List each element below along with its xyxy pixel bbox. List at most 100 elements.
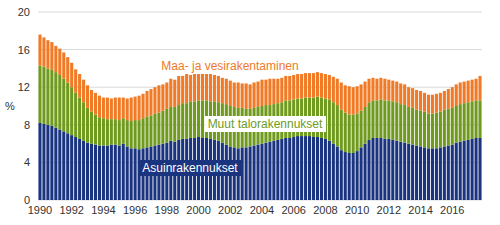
bar-segment [122,118,125,143]
bar-segment [177,76,180,105]
bar-segment [98,117,101,145]
bar-segment [447,109,450,146]
series-label-bg [139,160,241,176]
bar-segment [276,140,279,200]
bar-segment [149,115,152,146]
bar-segment [403,143,406,200]
bar-segment [467,102,470,140]
bar-segment [292,75,295,99]
bar-segment [58,49,61,75]
bar-segment [427,148,430,200]
bar-segment [387,80,390,101]
bar-segment [102,145,105,200]
bar-segment [435,113,438,149]
bar-segment [284,138,287,200]
bar-segment [320,138,323,200]
bar-segment [340,110,343,150]
bar-segment [340,150,343,200]
bar-segment [264,80,267,105]
bar-segment [130,98,133,122]
bar-segment [142,118,145,148]
bar-segment [304,136,307,200]
bar-segment [249,146,252,200]
bar-segment [189,101,192,138]
bar-segment [50,126,53,200]
bar-segment [360,111,363,148]
bar-segment [423,93,426,112]
bar-segment [229,81,232,106]
bar-segment [459,142,462,200]
bar-segment [352,87,355,114]
bar-segment [308,136,311,200]
bar-segment [118,120,121,145]
bar-segment [463,82,466,104]
bar-segment [177,105,180,140]
bar-segment [134,120,137,148]
bar-segment [411,145,414,200]
bar-segment [383,139,386,200]
bar-segment [157,85,160,112]
bar-segment [193,101,196,138]
bar-segment [439,93,442,112]
bar-segment [110,119,113,144]
bar-segment [110,98,113,119]
bar-segment [90,144,93,200]
bar-segment [197,73,200,100]
bar-segment [447,89,450,109]
bar-segment [62,131,65,200]
x-tick-label: 2012 [377,204,401,216]
bar-segment [332,144,335,200]
x-tick-label: 2000 [186,204,210,216]
bar-segment [157,113,160,145]
bar-segment [74,137,77,200]
bar-segment [364,82,367,107]
bar-segment [459,83,462,105]
bar-segment [415,145,418,200]
bar-segment [391,81,394,102]
x-tick-label: 2008 [313,204,337,216]
x-tick-label: 2016 [440,204,464,216]
bar-segment [138,120,141,149]
bar-segment [407,107,410,144]
bar-segment [391,101,394,140]
bar-segment [38,123,41,200]
bar-segment [145,116,148,147]
bar-segment [443,110,446,147]
bar-segment [280,78,283,102]
series-label-text: Muut talorakennukset [208,117,323,131]
bar-segment [118,145,121,200]
bar-segment [253,145,256,200]
bar-segment [260,80,263,106]
bar-segment [173,80,176,107]
bar-segment [209,74,212,101]
bar-segment [399,142,402,200]
bar-segment [256,145,259,200]
bar-segment [395,82,398,103]
bar-segment [348,86,351,114]
x-tick-label: 2006 [281,204,305,216]
bar-segment [161,84,164,110]
bar-segment [134,97,137,121]
bar-segment [379,138,382,200]
bar-segment [451,108,454,145]
bar-segment [126,146,129,200]
bar-segment [161,111,164,144]
bar-segment [451,145,454,200]
bar-segment [451,87,454,108]
bar-segment [356,114,359,152]
series-label-bg [205,116,326,132]
bar-segment [114,98,117,120]
bar-segment [427,114,430,149]
bar-segment [272,141,275,200]
y-tick-label: 16 [18,44,30,56]
bar-segment [435,94,438,113]
bar-segment [463,141,466,200]
x-tick-label: 1996 [123,204,147,216]
bar-segment [130,148,133,200]
bar-segment [367,140,370,200]
bar-segment [352,153,355,200]
bar-segment [78,98,81,139]
bar-segment [348,114,351,153]
bar-segment [237,83,240,108]
bar-segment [114,145,117,200]
